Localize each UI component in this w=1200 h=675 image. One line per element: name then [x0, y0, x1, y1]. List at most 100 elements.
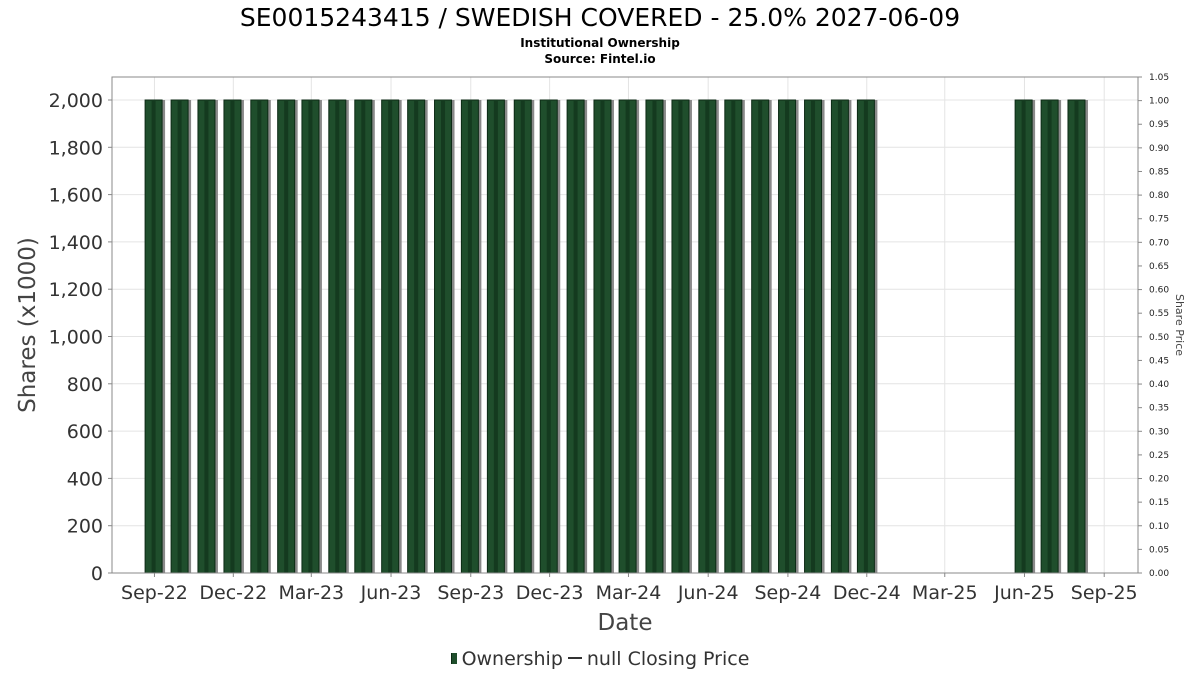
ownership-bar-highlight: [493, 100, 498, 573]
y-tick-label-right: 1.05: [1149, 73, 1169, 83]
y-tick-label-right: 0.35: [1149, 404, 1169, 414]
y-tick-label-left: 1,200: [49, 279, 103, 301]
ownership-bar-highlight: [546, 100, 551, 573]
ownership-bar-highlight: [705, 100, 710, 573]
x-tick-label: Dec-24: [833, 582, 901, 604]
ownership-bar-highlight: [785, 100, 790, 573]
ownership-legend-swatch: [450, 653, 457, 664]
ownership-bar-highlight: [678, 100, 683, 573]
closing-price-legend-line: [567, 657, 582, 659]
ownership-bar: [751, 99, 772, 574]
ownership-bar-highlight: [284, 100, 289, 573]
ownership-bar-highlight: [388, 100, 393, 573]
y-tick-label-right: 0.55: [1149, 309, 1169, 319]
ownership-bar: [778, 99, 799, 574]
x-tick-label: Sep-24: [754, 582, 821, 604]
y-tick-label-right: 0.00: [1149, 569, 1169, 579]
y-tick-label-right: 0.80: [1149, 191, 1169, 201]
y-tick-label-right: 0.70: [1149, 238, 1169, 248]
y-tick-label-right: 0.50: [1149, 333, 1169, 343]
ownership-bar-highlight: [600, 100, 605, 573]
legend-item-ownership: Ownership: [461, 648, 563, 670]
ownership-bar-highlight: [863, 100, 868, 573]
ownership-bar: [830, 99, 852, 574]
chart-subtitle: Institutional Ownership: [520, 36, 680, 50]
ownership-bar-highlight: [1021, 100, 1026, 573]
chart-source: Source: Fintel.io: [544, 52, 656, 66]
y-tick-label-left: 400: [67, 468, 103, 490]
y-tick-label-left: 2,000: [49, 90, 103, 112]
ownership-bar-highlight: [204, 100, 209, 573]
y-tick-label-left: 1,400: [49, 232, 103, 254]
right-axis: 0.00 0.05 0.10 0.15 0.20 0.25 0.30 0.35 0.40 0.45…: [1138, 73, 1169, 579]
ownership-bar: [513, 99, 535, 574]
ownership-bar: [328, 99, 349, 574]
y-tick-label-right: 0.40: [1149, 380, 1169, 390]
ownership-bar: [1014, 99, 1036, 574]
ownership-bar: [381, 99, 402, 574]
ownership-bar-highlight: [1047, 100, 1052, 573]
ownership-bar: [1067, 99, 1088, 574]
ownership-bar-highlight: [177, 100, 182, 573]
x-tick-label: Mar-24: [596, 582, 662, 604]
ownership-bar: [593, 99, 614, 574]
x-tick-label: Mar-23: [278, 582, 344, 604]
ownership-bar: [566, 99, 588, 574]
ownership-bar: [301, 99, 322, 574]
y-axis-title-right: Share Price: [1173, 294, 1186, 356]
x-tick-label: Sep-23: [437, 582, 504, 604]
ownership-bar: [144, 99, 166, 574]
ownership-bar-highlight: [520, 100, 525, 573]
x-tick-label: Jun-24: [677, 582, 739, 604]
y-tick-label-right: 0.90: [1149, 144, 1169, 154]
ownership-bar-highlight: [811, 100, 816, 573]
ownership-bar: [1040, 99, 1062, 574]
x-tick-label: Dec-23: [516, 582, 584, 604]
ownership-bar: [197, 99, 218, 574]
ownership-bar: [645, 99, 666, 574]
chart-title: SE0015243415 / SWEDISH COVERED - 25.0% 2…: [239, 3, 961, 32]
ownership-bar-highlight: [625, 100, 630, 573]
ownership-bar: [856, 99, 878, 574]
x-axis: Sep-22 Dec-22 Mar-23 Jun-23 Sep-23 Dec-23 Mar-…: [121, 573, 1138, 604]
ownership-bar: [407, 99, 428, 574]
y-tick-label-right: 0.05: [1149, 545, 1169, 555]
ownership-bar-highlight: [151, 100, 156, 573]
bars: [144, 99, 1088, 574]
y-tick-label-right: 0.45: [1149, 356, 1169, 366]
chart-canvas: 0 200 400 600 800 1,000 1,200 1,400 1,600 1,800 2,…: [15, 73, 1186, 636]
x-axis-title: Date: [598, 610, 653, 636]
x-tick-label: Jun-23: [360, 582, 422, 604]
y-tick-label-right: 0.65: [1149, 262, 1169, 272]
left-axis: 0 200 400 600 800 1,000 1,200 1,400 1,600 1,800 2,…: [49, 90, 112, 585]
ownership-bar: [486, 99, 508, 574]
x-tick-label: Mar-25: [912, 582, 978, 604]
ownership-bar: [804, 99, 825, 574]
y-tick-label-right: 1.00: [1149, 97, 1169, 107]
ownership-bar-highlight: [731, 100, 736, 573]
ownership-bar: [460, 99, 482, 574]
ownership-bar: [434, 99, 455, 574]
ownership-bar-highlight: [573, 100, 578, 573]
ownership-bar: [618, 99, 640, 574]
y-axis-title-left: Shares (x1000): [15, 237, 41, 413]
y-tick-label-left: 200: [67, 516, 103, 538]
legend-item-closing-price: null Closing Price: [586, 648, 750, 670]
y-tick-label-right: 0.30: [1149, 427, 1169, 437]
ownership-bar: [250, 99, 271, 574]
ownership-bar-highlight: [414, 100, 419, 573]
y-tick-label-right: 0.15: [1149, 498, 1169, 508]
x-tick-label: Dec-22: [199, 582, 267, 604]
ownership-bar: [671, 99, 692, 574]
ownership-bar-highlight: [467, 100, 472, 573]
y-tick-label-right: 0.75: [1149, 215, 1169, 225]
y-tick-label-left: 0: [91, 563, 103, 585]
ownership-bar: [354, 99, 375, 574]
ownership-bar: [724, 99, 745, 574]
ownership-bar: [223, 99, 244, 574]
ownership-bar-highlight: [335, 100, 340, 573]
ownership-bar: [170, 99, 192, 574]
plot-frame: [111, 76, 1139, 574]
ownership-bar-highlight: [257, 100, 262, 573]
y-tick-label-right: 0.85: [1149, 167, 1169, 177]
